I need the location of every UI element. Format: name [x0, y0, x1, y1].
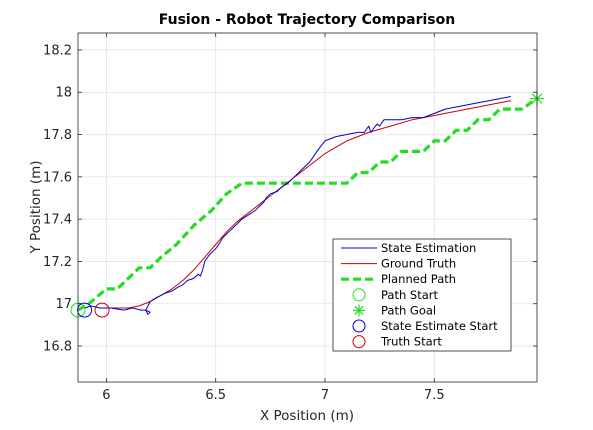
x-axis-label: X Position (m) — [260, 408, 354, 424]
axis-ticks: 6 6.5 7 7.5 16.8 17 17.2 17.4 17.6 17.8 18 18.2 — [43, 33, 537, 403]
x-tick-label: 6.5 — [205, 388, 226, 403]
plot-frame — [77, 32, 538, 383]
legend-label-path-start: Path Start — [381, 288, 439, 302]
legend-label-path-goal: Path Goal — [381, 303, 436, 317]
y-tick-label: 17 — [55, 297, 72, 312]
y-tick-label: 18.2 — [43, 43, 72, 58]
y-tick-label: 17.4 — [43, 213, 72, 228]
asterisk-stroke — [354, 305, 364, 316]
legend-label-ground-truth: Ground Truth — [381, 257, 456, 271]
y-tick-label: 17.8 — [43, 128, 72, 143]
state-estimate-start-marker — [77, 302, 93, 318]
y-tick-label: 16.8 — [43, 340, 72, 355]
series-layer — [77, 96, 538, 315]
legend-label-state-estimate-start: State Estimate Start — [381, 319, 498, 333]
y-tick-label: 17.6 — [43, 170, 72, 185]
legend-swatch-state-estimate-start — [352, 319, 366, 333]
legend-swatch-path-goal — [353, 304, 365, 317]
y-tick-label: 18 — [55, 86, 72, 101]
x-tick-label: 6 — [102, 388, 110, 403]
x-tick-label: 7.5 — [424, 388, 445, 403]
chart-title: Fusion - Robot Trajectory Comparison — [159, 12, 455, 28]
x-tick-label: 7 — [321, 388, 329, 403]
legend-swatch-path-start — [352, 288, 366, 302]
state-estimation-line — [84, 96, 511, 315]
planned-path-line — [77, 97, 538, 312]
y-tick-label: 17.2 — [43, 255, 72, 270]
legend-box — [332, 238, 512, 352]
legend-label-truth-start: Truth Start — [380, 335, 442, 349]
truth-start-marker — [94, 302, 110, 318]
y-axis-label: Y Position (m) — [28, 160, 44, 254]
legend-label-planned-path: Planned Path — [381, 272, 456, 286]
legend-swatch-truth-start — [352, 335, 366, 349]
legend-label-state-estimation: State Estimation — [381, 241, 476, 255]
